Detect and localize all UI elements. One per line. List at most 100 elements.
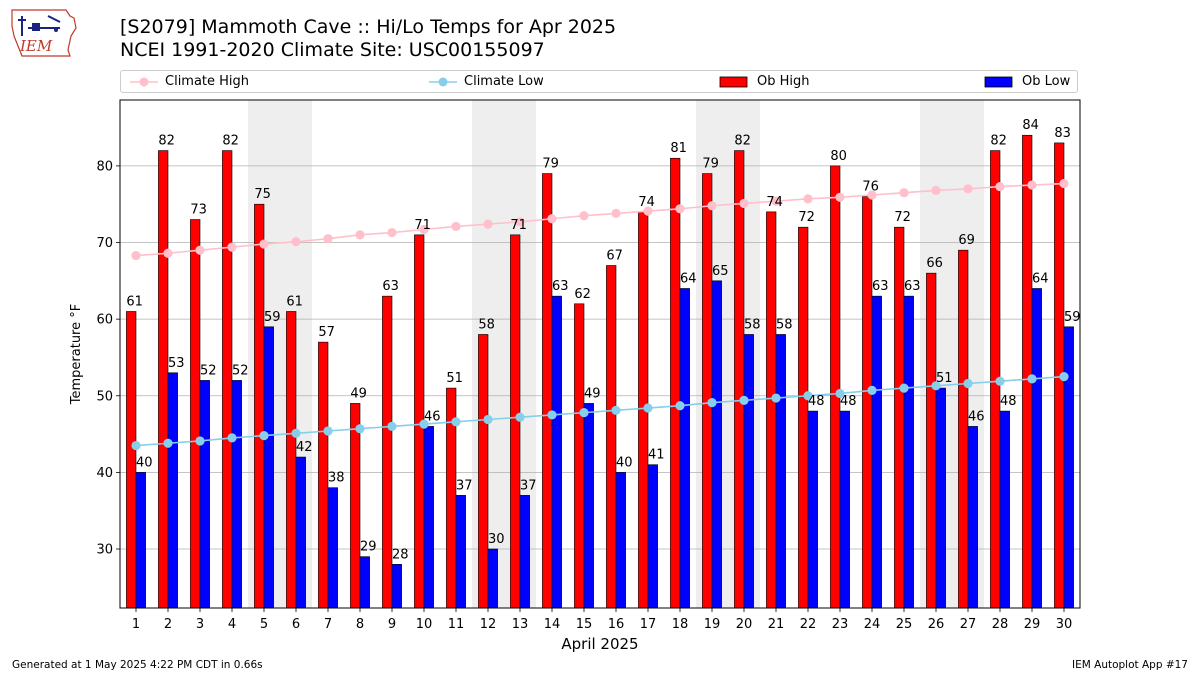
climate-high-point [323, 234, 333, 244]
ob-high-bar [254, 203, 265, 609]
y-tick-label: 30 [96, 543, 113, 558]
ob-high-bar [894, 226, 905, 609]
ob-high-data-label: 74 [638, 195, 655, 210]
ob-high-bar [830, 165, 841, 609]
ob-low-data-label: 37 [520, 478, 537, 493]
x-tick-label: 16 [608, 617, 625, 632]
climate-low-point [131, 440, 141, 451]
climate-high-point [931, 185, 941, 196]
climate-low-point [1027, 374, 1037, 384]
ob-high-data-label: 82 [222, 134, 239, 149]
ob-low-swatch-icon [984, 76, 1013, 88]
ob-low-data-label: 28 [392, 547, 409, 562]
x-tick-label: 23 [832, 617, 849, 632]
ob-low-bar [583, 403, 594, 609]
ob-high-data-label: 62 [574, 287, 591, 302]
ob-low-data-label: 59 [264, 310, 281, 325]
ob-high-data-label: 66 [926, 256, 943, 271]
legend-label: Climate Low [464, 74, 544, 89]
plot-frame [119, 99, 1081, 609]
ob-low-data-label: 63 [552, 279, 569, 294]
ob-high-data-label: 63 [382, 279, 399, 294]
ob-high-data-label: 82 [158, 134, 175, 149]
ob-low-data-label: 48 [1000, 394, 1017, 409]
climate-low-point [515, 412, 525, 422]
x-tick-label: 5 [260, 617, 268, 632]
ob-low-bar [999, 410, 1010, 609]
climate-low-point [707, 398, 717, 408]
climate-high-point [611, 208, 621, 218]
climate-low-point [771, 393, 781, 403]
x-tick-label: 3 [196, 617, 204, 632]
x-tick-label: 28 [992, 617, 1009, 632]
ob-low-data-label: 64 [1032, 271, 1049, 286]
climate-low-point [643, 403, 653, 413]
ob-high-data-label: 61 [126, 294, 143, 309]
ob-low-bar [487, 548, 498, 609]
climate-high-point [131, 250, 141, 261]
climate-high-point [835, 192, 845, 202]
ob-high-bar [926, 272, 937, 609]
ob-high-data-label: 79 [702, 157, 719, 172]
ob-high-bar [958, 249, 969, 609]
climate-high-point [515, 217, 525, 227]
y-tick-label: 80 [96, 159, 113, 174]
climate-low-point [323, 426, 333, 436]
x-tick-label: 25 [896, 617, 913, 632]
x-tick-label: 14 [544, 617, 561, 632]
x-tick-label: 27 [960, 617, 977, 632]
climate-low-point [1059, 372, 1069, 382]
climate-high-point [259, 239, 269, 249]
ob-high-bar [670, 157, 681, 609]
ob-high-data-label: 82 [990, 134, 1007, 149]
ob-high-bar [1022, 134, 1033, 609]
ob-low-bar [455, 495, 466, 609]
ob-high-bar [190, 219, 201, 609]
x-tick-label: 19 [704, 617, 721, 632]
ob-low-bar [871, 295, 882, 609]
ob-low-bar [967, 426, 978, 609]
climate-low-point [547, 410, 557, 420]
ob-low-bar [903, 295, 914, 609]
ob-low-data-label: 29 [360, 540, 377, 555]
ob-high-bar [862, 196, 873, 609]
ob-low-bar [615, 472, 626, 609]
ob-low-bar [647, 464, 658, 609]
y-tick-label: 40 [96, 466, 113, 481]
x-tick-label: 9 [388, 617, 396, 632]
ob-high-data-label: 74 [766, 195, 783, 210]
climate-high-point [387, 227, 397, 238]
ob-high-bar [542, 173, 553, 609]
climate-low-point [195, 436, 205, 446]
climate-high-point [995, 181, 1005, 192]
x-axis-label: April 2025 [561, 635, 638, 653]
y-axis-label: Temperature °F [69, 304, 84, 405]
ob-low-bar [423, 426, 434, 609]
chart-legend: Climate High Climate Low Ob High Ob Low [120, 70, 1078, 93]
generated-timestamp: Generated at 1 May 2025 4:22 PM CDT in 0… [12, 659, 263, 671]
ob-high-bar [766, 211, 777, 609]
ob-low-data-label: 38 [328, 471, 345, 486]
ob-low-data-label: 58 [744, 317, 761, 332]
climate-low-point [227, 433, 237, 443]
ob-low-data-label: 51 [936, 371, 953, 386]
ob-low-data-label: 46 [424, 409, 441, 424]
x-tick-label: 15 [576, 617, 593, 632]
ob-low-bar [935, 387, 946, 609]
climate-high-point [451, 221, 461, 232]
climate-low-point [291, 428, 301, 438]
ob-high-data-label: 81 [670, 141, 687, 156]
x-tick-label: 26 [928, 617, 945, 632]
ob-high-bar [382, 295, 393, 609]
x-tick-label: 18 [672, 617, 689, 632]
ob-low-data-label: 58 [776, 317, 793, 332]
ob-low-bar [1031, 288, 1042, 609]
ob-high-bar [734, 150, 745, 609]
ob-low-data-label: 52 [232, 363, 249, 378]
climate-low-point [451, 417, 461, 427]
climate-low-point [611, 405, 621, 415]
legend-label: Climate High [165, 74, 250, 89]
ob-low-data-label: 63 [872, 279, 889, 294]
climate-low-point [579, 408, 589, 418]
climate-high-point [963, 184, 973, 194]
